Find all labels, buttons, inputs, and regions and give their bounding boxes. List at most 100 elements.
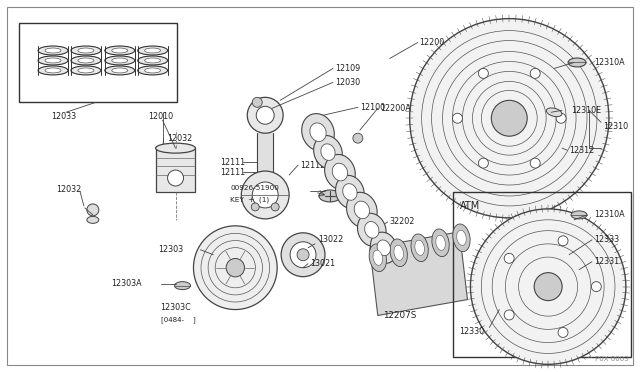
Ellipse shape: [394, 245, 403, 260]
Bar: [19, 23, 177, 102]
Circle shape: [271, 203, 279, 211]
Ellipse shape: [145, 58, 161, 63]
Ellipse shape: [369, 244, 387, 272]
Circle shape: [252, 97, 262, 107]
Ellipse shape: [321, 144, 335, 160]
Text: 12200: 12200: [420, 38, 445, 47]
Circle shape: [530, 158, 540, 168]
Ellipse shape: [568, 58, 586, 67]
Ellipse shape: [571, 211, 587, 219]
Text: 12032: 12032: [56, 186, 81, 195]
Text: 12310E: 12310E: [571, 106, 601, 115]
Text: KEY  +  (1): KEY + (1): [230, 197, 269, 203]
Ellipse shape: [112, 68, 128, 73]
Circle shape: [530, 68, 540, 78]
Ellipse shape: [87, 217, 99, 223]
Text: 12109: 12109: [335, 64, 360, 73]
Ellipse shape: [452, 224, 470, 251]
Ellipse shape: [335, 175, 364, 209]
Ellipse shape: [105, 66, 134, 75]
Text: 12033: 12033: [51, 112, 76, 121]
Ellipse shape: [547, 108, 562, 117]
Ellipse shape: [301, 113, 334, 151]
Text: 12111: 12111: [220, 158, 246, 167]
Ellipse shape: [457, 230, 467, 246]
Ellipse shape: [346, 192, 377, 228]
Circle shape: [556, 113, 566, 123]
Text: 12312: 12312: [569, 145, 595, 155]
Text: [0484-    ]: [0484- ]: [161, 316, 195, 323]
Ellipse shape: [371, 232, 397, 263]
Circle shape: [353, 133, 363, 143]
Text: 12200A: 12200A: [380, 104, 410, 113]
Circle shape: [168, 170, 184, 186]
Text: 12030: 12030: [335, 78, 360, 87]
Ellipse shape: [373, 250, 383, 265]
Text: 12207S: 12207S: [383, 311, 417, 320]
Circle shape: [504, 310, 514, 320]
Ellipse shape: [145, 68, 161, 73]
Text: 12303: 12303: [159, 245, 184, 254]
Ellipse shape: [138, 66, 168, 75]
Ellipse shape: [324, 154, 355, 190]
Circle shape: [479, 68, 488, 78]
Ellipse shape: [45, 68, 61, 73]
Text: 13021: 13021: [310, 259, 335, 268]
Ellipse shape: [105, 56, 134, 65]
Circle shape: [534, 273, 562, 301]
Text: 12100: 12100: [360, 103, 385, 112]
Circle shape: [193, 226, 277, 310]
Ellipse shape: [358, 213, 386, 247]
Ellipse shape: [78, 58, 94, 63]
Ellipse shape: [310, 123, 326, 141]
Ellipse shape: [175, 282, 191, 290]
Ellipse shape: [138, 56, 168, 65]
Bar: [156, 148, 195, 192]
Ellipse shape: [38, 66, 68, 75]
Ellipse shape: [71, 56, 101, 65]
Circle shape: [591, 282, 602, 292]
Circle shape: [252, 203, 259, 211]
Text: 12303C: 12303C: [161, 303, 191, 312]
Circle shape: [558, 327, 568, 337]
Circle shape: [226, 259, 244, 277]
Ellipse shape: [432, 229, 449, 257]
Ellipse shape: [71, 46, 101, 55]
Ellipse shape: [138, 46, 168, 55]
Circle shape: [452, 113, 463, 123]
Text: 12010: 12010: [148, 112, 174, 121]
Ellipse shape: [354, 201, 369, 219]
Ellipse shape: [38, 46, 68, 55]
Text: 12310: 12310: [603, 122, 628, 131]
Ellipse shape: [78, 48, 94, 53]
Text: 12112: 12112: [300, 161, 325, 170]
Circle shape: [256, 106, 274, 124]
Ellipse shape: [38, 56, 68, 65]
Text: 32202: 32202: [390, 217, 415, 227]
Ellipse shape: [411, 234, 428, 262]
Ellipse shape: [105, 46, 134, 55]
Ellipse shape: [319, 190, 341, 202]
Circle shape: [410, 19, 609, 218]
Text: 12310A: 12310A: [594, 211, 625, 219]
Text: 12303A: 12303A: [111, 279, 141, 288]
Circle shape: [479, 158, 488, 168]
Ellipse shape: [436, 235, 445, 250]
Circle shape: [470, 209, 626, 364]
Ellipse shape: [45, 58, 61, 63]
Circle shape: [281, 233, 325, 277]
Circle shape: [297, 249, 309, 261]
Circle shape: [492, 100, 527, 136]
Circle shape: [558, 236, 568, 246]
Text: 12333: 12333: [594, 235, 619, 244]
Ellipse shape: [112, 58, 128, 63]
Ellipse shape: [145, 48, 161, 53]
Text: 13022: 13022: [318, 235, 343, 244]
Text: ATM: ATM: [460, 201, 480, 211]
Ellipse shape: [71, 66, 101, 75]
Ellipse shape: [415, 240, 424, 255]
Text: 12111: 12111: [220, 167, 246, 177]
Ellipse shape: [390, 239, 408, 267]
Text: 12310A: 12310A: [594, 58, 625, 67]
Text: 12032: 12032: [168, 134, 193, 143]
